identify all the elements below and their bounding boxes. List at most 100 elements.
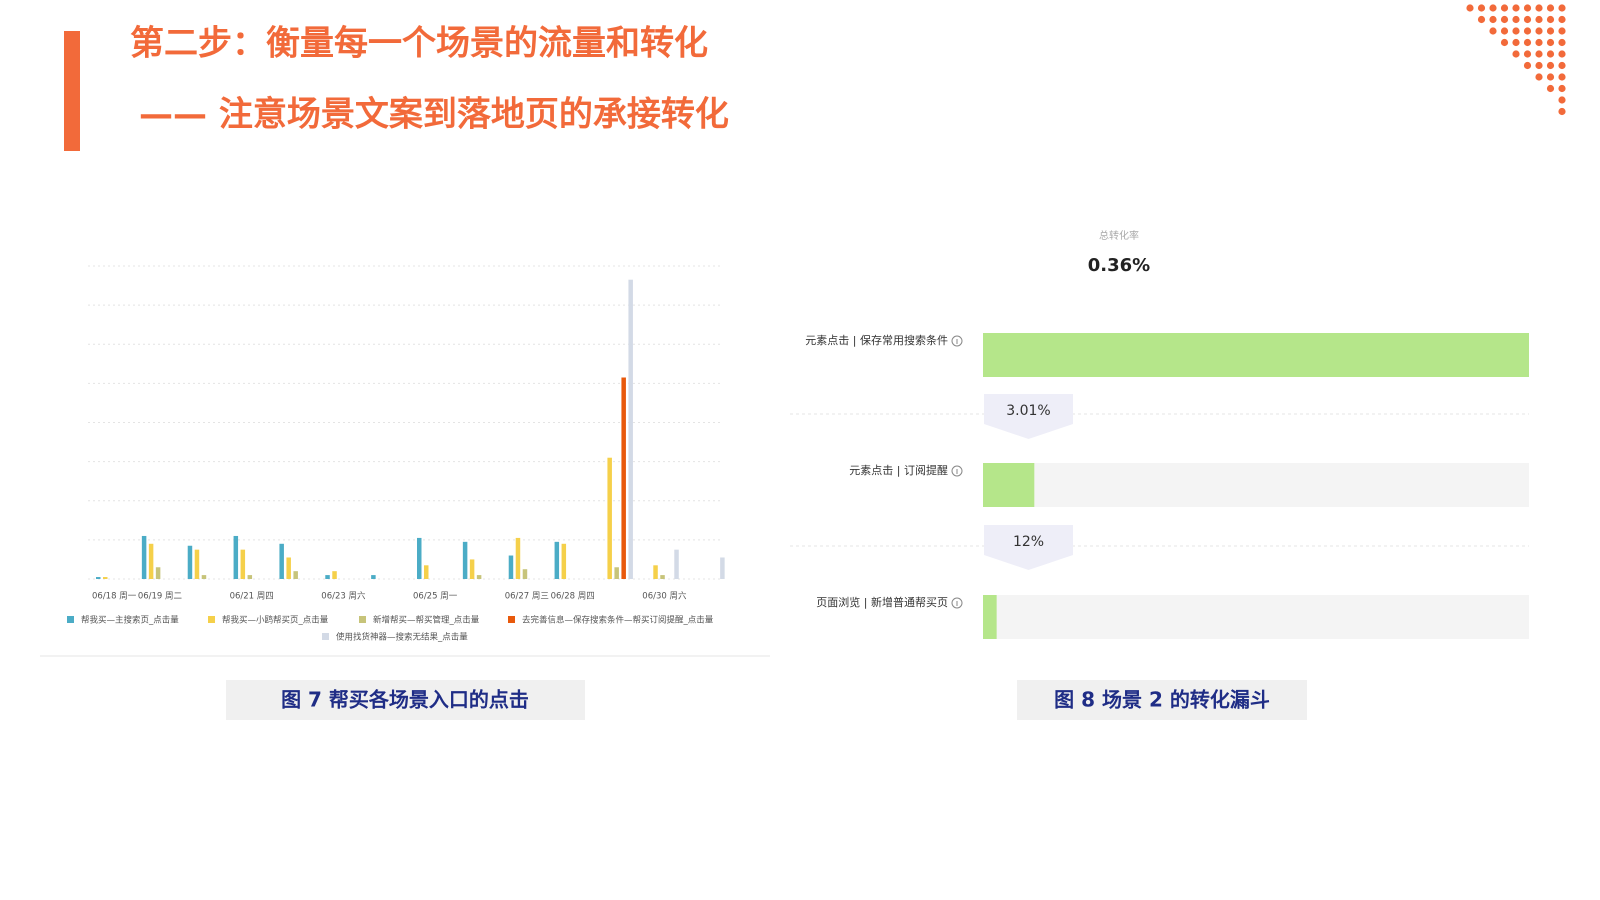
bar (293, 571, 298, 579)
caption-box (226, 680, 585, 720)
bar (653, 565, 658, 579)
dot (1558, 15, 1566, 24)
dot (1535, 38, 1543, 47)
bar (286, 557, 291, 579)
dot (1523, 61, 1532, 70)
stage-label: 元素点击 | 保存常用搜索条件 (805, 333, 948, 347)
bar (240, 549, 246, 579)
dot (1535, 4, 1543, 12)
bar (515, 537, 521, 579)
bar (614, 567, 619, 579)
funnel-track (983, 463, 1529, 507)
total-label: 总转化率 (1099, 229, 1139, 242)
bar (201, 575, 207, 579)
dot (1558, 96, 1566, 104)
bar (141, 535, 147, 579)
bar (96, 577, 101, 579)
dot (1523, 50, 1532, 58)
dot (1512, 50, 1520, 58)
info-icon (951, 597, 963, 609)
x-tick-label: 06/30 周六 (642, 591, 687, 602)
dot (1477, 4, 1486, 12)
bar (522, 569, 528, 579)
dot (1558, 84, 1566, 93)
bar (607, 457, 612, 579)
bar (674, 549, 679, 579)
dot (1558, 50, 1566, 58)
dot (1558, 107, 1566, 116)
dot (1558, 27, 1566, 35)
dot (1489, 15, 1497, 24)
rate-label: 12% (1013, 534, 1044, 550)
dot (1546, 38, 1555, 47)
dot (1466, 4, 1474, 12)
bar (194, 549, 200, 579)
dot (1512, 38, 1520, 47)
dot (1535, 50, 1543, 58)
rate-label: 3.01% (1006, 403, 1050, 419)
dot (1546, 4, 1555, 12)
bar (660, 575, 665, 579)
x-tick-label: 06/19 周二 (138, 592, 183, 602)
funnel-bar (983, 595, 997, 639)
bar (621, 377, 626, 579)
dot (1512, 4, 1520, 12)
legend-label: 帮我买—小鸥帮买页_点击量 (222, 615, 329, 626)
bar (279, 543, 284, 579)
bar (508, 555, 514, 579)
caption: 图 8 场景 2 的转化漏斗 (1054, 688, 1270, 712)
legend-swatch (67, 616, 74, 623)
bar (148, 543, 154, 579)
legend-swatch (208, 616, 215, 623)
dot (1500, 15, 1509, 24)
bar (554, 541, 560, 579)
bar (155, 567, 161, 579)
legend-label: 新增帮买—帮买管理_点击量 (373, 615, 480, 626)
x-tick-label: 06/18 周一 (92, 592, 137, 602)
slide-subtitle: —— 注意场景文案到落地页的承接转化 (139, 95, 729, 135)
bar (325, 575, 330, 579)
dot (1500, 4, 1509, 12)
bar (371, 575, 376, 579)
dot (1558, 73, 1566, 81)
dot (1489, 27, 1497, 35)
title-accent (64, 31, 80, 151)
bar (469, 559, 475, 579)
dot (1477, 15, 1486, 24)
caption-box (1017, 680, 1307, 720)
info-icon (951, 335, 963, 347)
dot (1546, 73, 1555, 81)
bar (233, 535, 239, 579)
rate-chevron (984, 394, 1073, 439)
bar (103, 577, 108, 579)
dot (1523, 4, 1532, 12)
legend-label: 使用找货神器—搜索无结果_点击量 (336, 632, 468, 643)
dot (1535, 15, 1543, 24)
legend-swatch (359, 616, 366, 623)
bar (561, 543, 567, 579)
funnel-track (983, 595, 1529, 639)
dot (1535, 73, 1543, 81)
x-tick-label: 06/25 周一 (413, 592, 458, 602)
dot (1558, 38, 1566, 47)
bar (476, 575, 482, 579)
caption: 图 7 帮买各场景入口的点击 (281, 688, 529, 712)
x-tick-label: 06/28 周四 (551, 592, 595, 602)
legend-swatch (322, 633, 329, 640)
dot (1489, 4, 1497, 12)
dot (1500, 38, 1509, 47)
bar (417, 537, 422, 579)
dot (1523, 27, 1532, 35)
dot (1546, 27, 1555, 35)
dot (1558, 4, 1566, 12)
total-value: 0.36% (1088, 255, 1150, 276)
dot (1546, 61, 1555, 70)
dot (1500, 27, 1509, 35)
dot (1546, 50, 1555, 58)
dot (1535, 61, 1543, 70)
dot (1558, 61, 1566, 70)
dot (1512, 27, 1520, 35)
dot (1523, 38, 1532, 47)
bar (720, 557, 725, 579)
